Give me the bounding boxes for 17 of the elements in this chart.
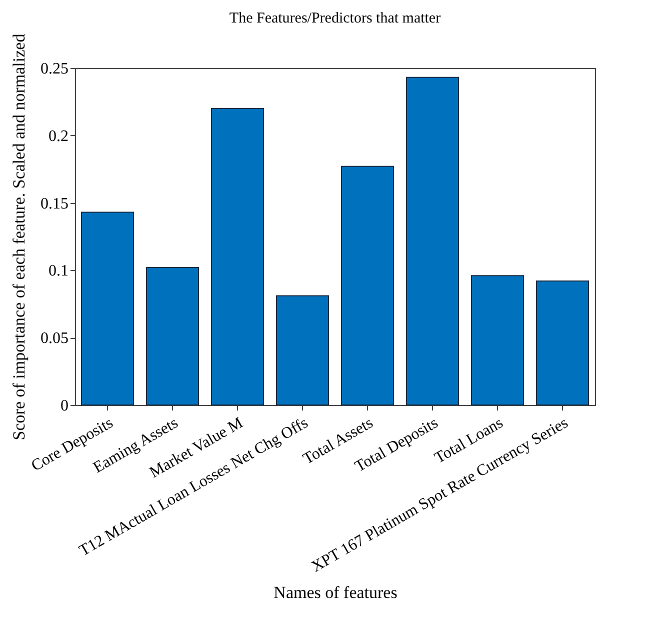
bar [536, 280, 589, 406]
y-axis-title: Score of importance of each feature. Scaled and normalized [10, 33, 28, 440]
y-tick-label: 0 [60, 398, 68, 414]
y-tick-label: 0.15 [40, 195, 68, 212]
bar [341, 166, 394, 406]
y-tick-label: 0.2 [48, 128, 68, 145]
x-axis-title: Names of features [274, 583, 398, 602]
y-tick-label: 0.05 [40, 330, 68, 348]
bar [406, 76, 459, 406]
bar [276, 295, 329, 406]
bar [146, 267, 199, 406]
chart-title: The Features/Predictors that matter [229, 10, 441, 26]
bar [211, 108, 264, 406]
bar [471, 275, 524, 406]
y-tick-label: 0.1 [48, 262, 68, 280]
bar [81, 212, 134, 406]
y-tick-label: 0.25 [40, 60, 68, 78]
